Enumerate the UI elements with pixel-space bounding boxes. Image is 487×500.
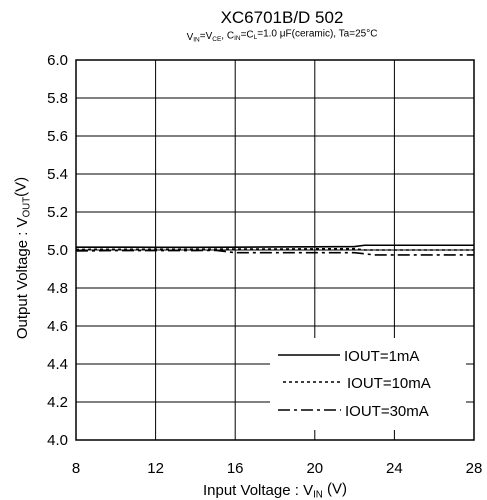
y-tick-label: 4.0 (47, 432, 68, 449)
label-text: Input Voltage : V (203, 482, 313, 499)
label-subscript: OUT (21, 197, 32, 218)
chart-subtitle: VIN​=VCE​, CIN​=CL​=1.0 μF(ceramic), Ta=… (187, 29, 378, 44)
label-text: =C (241, 29, 254, 40)
series-line-iout-30ma (75, 249, 474, 256)
y-tick-label: 4.6 (47, 318, 68, 335)
x-tick-label: 28 (466, 460, 483, 477)
label-subscript: IN (313, 489, 323, 500)
x-axis-label: Input Voltage : VIN​ (V) (203, 481, 347, 500)
label-text: V (187, 32, 194, 43)
label-text: =1.0 μF(ceramic), Ta=25°C (257, 29, 377, 40)
legend-box (270, 338, 466, 430)
label-subscript: IN (234, 35, 241, 42)
y-tick-labels: 4.0 4.2 4.4 4.6 4.8 5.0 5.2 5.4 5.6 5.8 6.0 (47, 52, 68, 449)
y-tick-label: 5.2 (47, 204, 68, 221)
x-tick-labels: 8 12 16 20 24 28 (72, 460, 483, 477)
x-tick-label: 12 (147, 460, 164, 477)
legend-label: IOUT=30mA (345, 403, 429, 420)
label-text: (V) (323, 481, 347, 498)
label-subscript: L (254, 34, 258, 41)
legend-label: IOUT=10mA (347, 375, 431, 392)
y-tick-label: 5.0 (47, 242, 68, 259)
series-line-iout-1ma (76, 244, 474, 249)
y-tick-label: 6.0 (47, 52, 68, 69)
chart-title: XC6701B/D 502 (221, 8, 344, 27)
y-axis-label: Output Voltage : VOUT​(V) (13, 177, 33, 339)
y-tick-label: 4.8 (47, 280, 68, 297)
label-text: Output Voltage : V (14, 217, 31, 339)
series-line-iout-10ma (75, 247, 474, 251)
x-tick-label: 20 (306, 460, 323, 477)
y-tick-label: 4.4 (47, 356, 68, 373)
label-text: , C (221, 30, 234, 41)
label-text: =V (200, 31, 213, 42)
legend-label: IOUT=1mA (344, 348, 419, 365)
x-tick-label: 24 (386, 460, 403, 477)
y-tick-label: 4.2 (47, 394, 68, 411)
x-tick-label: 16 (227, 460, 244, 477)
series-layer (75, 244, 474, 256)
x-tick-label: 8 (72, 460, 80, 477)
y-tick-label: 5.8 (47, 90, 68, 107)
y-tick-label: 5.6 (47, 128, 68, 145)
label-subscript: CE (212, 36, 222, 43)
label-text: (V) (13, 177, 30, 197)
legend: IOUT=1mA IOUT=10mA IOUT=30mA (270, 338, 466, 430)
label-subscript: IN (193, 37, 200, 44)
plot-border (75, 59, 475, 441)
y-tick-label: 5.4 (47, 166, 68, 183)
